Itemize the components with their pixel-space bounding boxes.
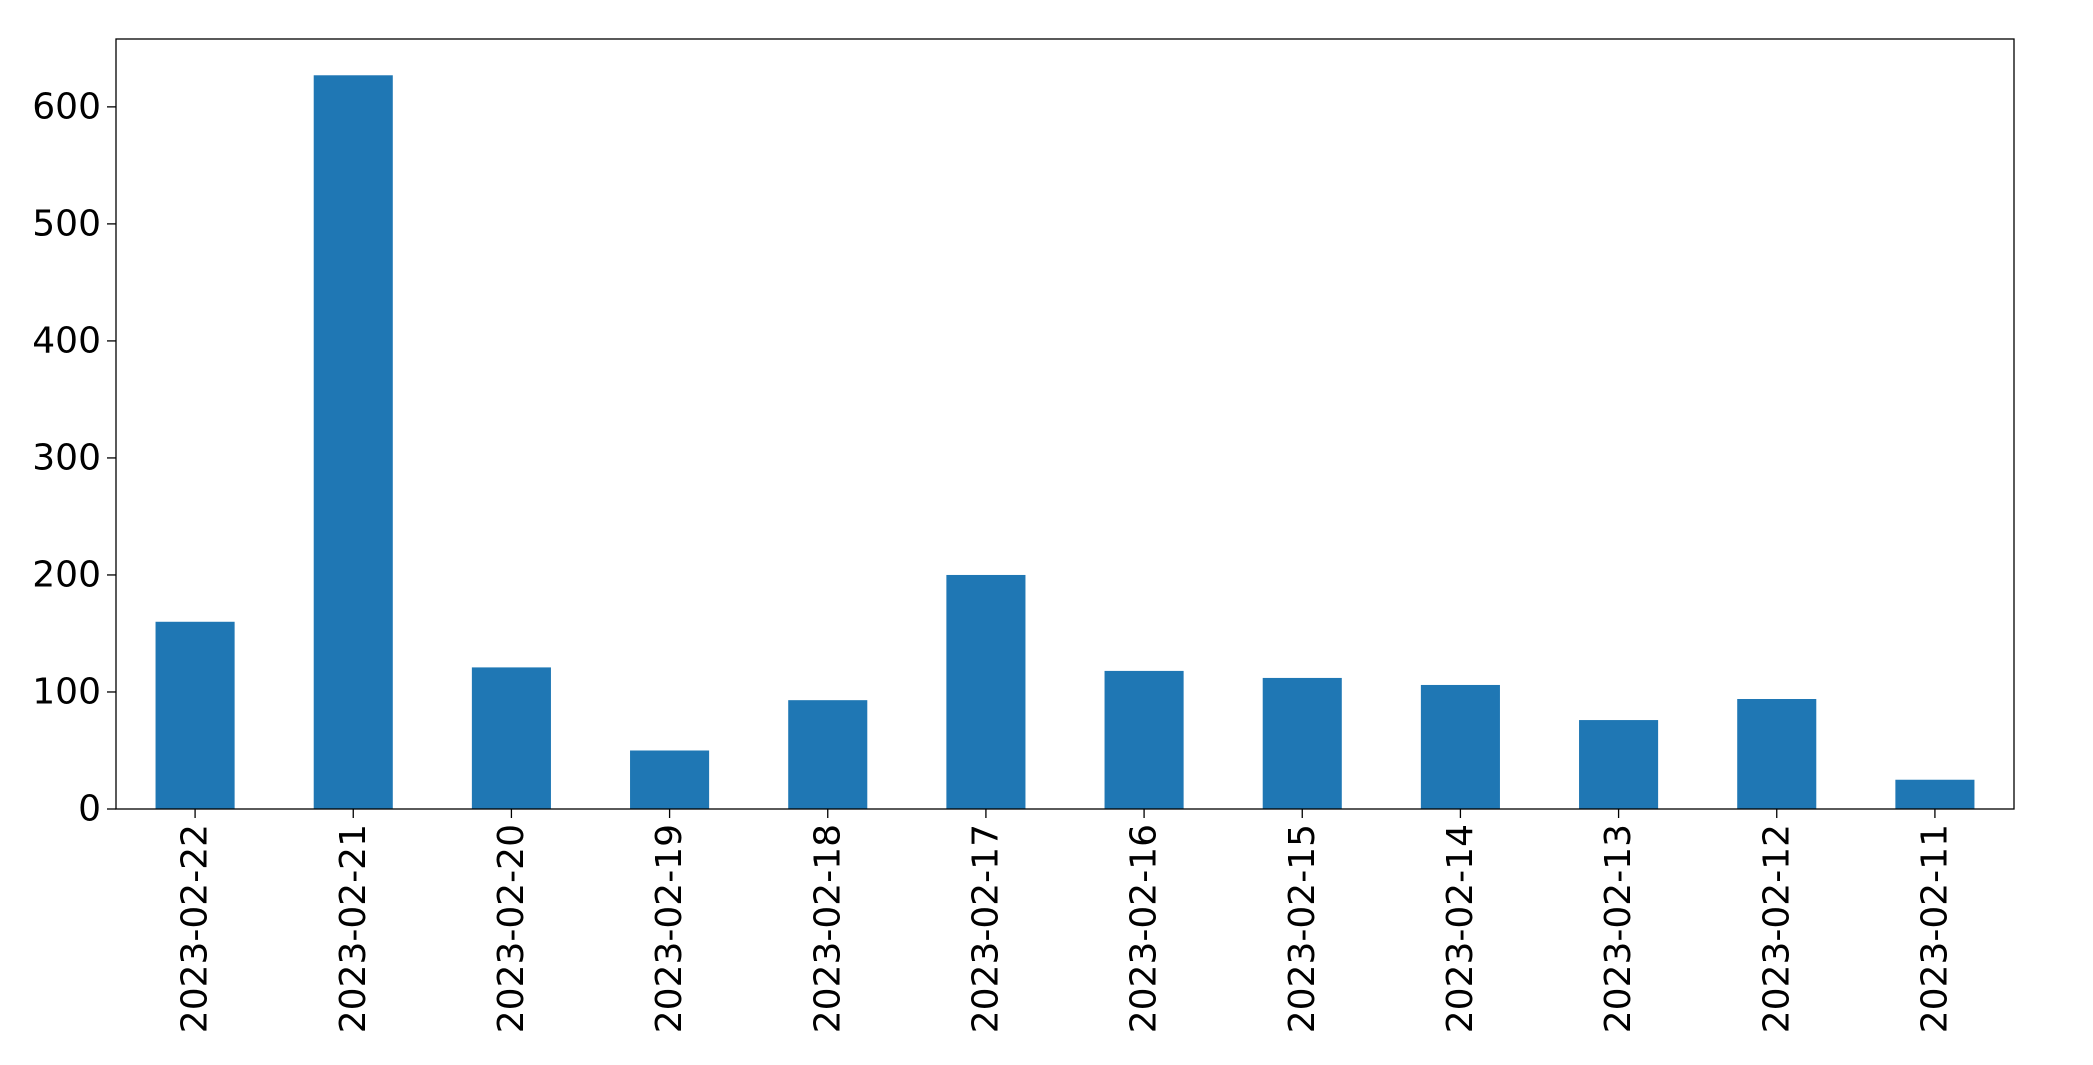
y-tick-label: 0 — [78, 789, 101, 830]
bar-2023-02-22 — [155, 621, 235, 809]
x-tick-label: 2023-02-22 — [175, 824, 216, 1033]
bar-2023-02-15 — [1262, 677, 1342, 809]
y-tick-label: 500 — [32, 203, 101, 244]
bar-2023-02-14 — [1420, 684, 1500, 809]
bar-2023-02-11 — [1895, 779, 1975, 809]
y-tick-label: 600 — [32, 86, 101, 127]
x-tick-label: 2023-02-13 — [1598, 824, 1639, 1033]
bar-2023-02-13 — [1579, 720, 1659, 809]
x-axis: 2023-02-22 2023-02-21 2023-02-20 2023-02-19… — [175, 809, 1955, 1033]
x-tick-label: 2023-02-19 — [649, 824, 690, 1033]
x-tick-label: 2023-02-21 — [333, 824, 374, 1033]
plot-area-frame — [115, 38, 2015, 810]
y-tick-label: 100 — [32, 671, 101, 712]
y-tick-label: 300 — [32, 437, 101, 478]
bar-2023-02-12 — [1737, 699, 1817, 809]
bar-2023-02-18 — [788, 700, 868, 809]
y-tick-label: 200 — [32, 554, 101, 595]
x-tick-label: 2023-02-18 — [807, 824, 848, 1033]
x-tick-label: 2023-02-15 — [1282, 824, 1323, 1033]
x-tick-label: 2023-02-16 — [1124, 824, 1165, 1033]
bar-2023-02-20 — [471, 667, 551, 809]
x-tick-label: 2023-02-20 — [491, 824, 532, 1033]
bar-2023-02-17 — [946, 574, 1026, 809]
x-tick-label: 2023-02-14 — [1440, 824, 1481, 1033]
bars-layer — [155, 75, 1975, 809]
x-tick-label: 2023-02-17 — [965, 824, 1006, 1033]
bar-2023-02-19 — [630, 750, 710, 809]
bar-2023-02-21 — [313, 75, 393, 809]
y-tick-label: 400 — [32, 320, 101, 361]
bar-2023-02-16 — [1104, 670, 1184, 809]
x-tick-label: 2023-02-12 — [1756, 824, 1797, 1033]
y-axis: 0 100 200 300 400 500 600 — [32, 86, 116, 830]
x-tick-label: 2023-02-11 — [1914, 824, 1955, 1033]
